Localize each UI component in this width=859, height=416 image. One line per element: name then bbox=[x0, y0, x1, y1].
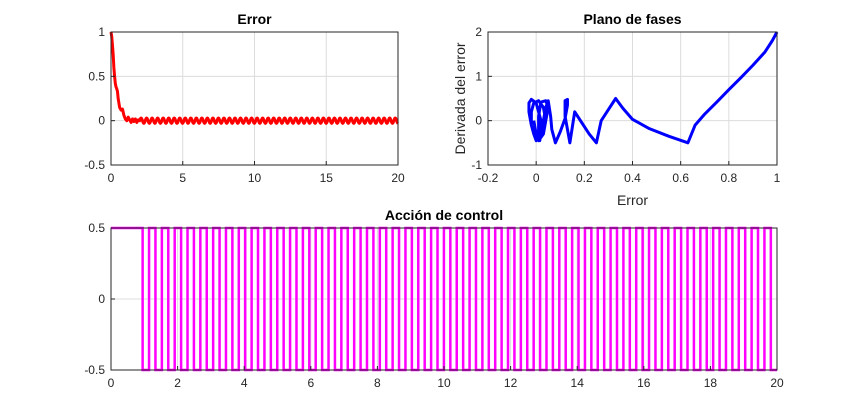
phase-plot: -0.2 0 0.2 0.4 0.6 0.8 1 2 1 0 -1 Plano de fases E… bbox=[452, 11, 781, 208]
phase-plot-ticks: -0.2 0 0.2 0.4 0.6 0.8 1 2 1 0 -1 bbox=[471, 25, 780, 185]
control-plot-ytick-label: 0.5 bbox=[88, 221, 105, 235]
error-plot-xtick-label: 5 bbox=[179, 171, 186, 185]
control-plot-xtick-label: 4 bbox=[241, 376, 248, 390]
control-plot-xtick-label: 20 bbox=[770, 376, 784, 390]
error-plot-line bbox=[109, 31, 400, 125]
control-plot-xtick-label: 10 bbox=[437, 376, 451, 390]
phase-plot-xtick-label: 1 bbox=[774, 171, 781, 185]
control-plot-xtick-label: 14 bbox=[571, 376, 585, 390]
phase-plot-title: Plano de fases bbox=[583, 11, 681, 27]
phase-plot-ylabel: Derivada del error bbox=[452, 42, 468, 154]
phase-plot-xtick-label: 0.8 bbox=[720, 171, 737, 185]
control-plot-xtick-label: 8 bbox=[374, 376, 381, 390]
error-plot-xtick-label: 20 bbox=[391, 171, 405, 185]
phase-plot-ytick-label: 2 bbox=[475, 25, 482, 39]
phase-plot-xtick-label: -0.2 bbox=[478, 171, 499, 185]
error-plot-xtick-label: 15 bbox=[320, 171, 334, 185]
control-plot-ytick-label: 0 bbox=[98, 292, 105, 306]
phase-plot-xtick-label: 0 bbox=[533, 171, 540, 185]
error-plot-ytick-label: 0.5 bbox=[88, 69, 105, 83]
phase-plot-ytick-label: -1 bbox=[471, 158, 482, 172]
control-plot-xtick-label: 12 bbox=[504, 376, 518, 390]
phase-plot-ytick-label: 0 bbox=[475, 114, 482, 128]
error-plot-title: Error bbox=[237, 11, 272, 27]
error-plot-ytick-label: 0 bbox=[98, 114, 105, 128]
error-plot-ytick-label: 1 bbox=[98, 25, 105, 39]
control-plot-xtick-label: 0 bbox=[108, 376, 115, 390]
error-plot-xtick-label: 10 bbox=[248, 171, 262, 185]
phase-plot-xtick-label: 0.4 bbox=[624, 171, 641, 185]
control-plot: 0 2 4 6 8 10 12 14 16 18 200.50-0.5 Acción de cont… bbox=[84, 207, 784, 390]
error-plot-xtick-label: 0 bbox=[108, 171, 115, 185]
control-plot-xtick-label: 18 bbox=[704, 376, 718, 390]
control-plot-ytick-label: -0.5 bbox=[84, 363, 105, 377]
control-plot-xtick-label: 2 bbox=[174, 376, 181, 390]
phase-plot-xlabel: Error bbox=[617, 192, 648, 208]
phase-plot-line bbox=[527, 31, 779, 145]
phase-plot-xtick-label: 0.6 bbox=[672, 171, 689, 185]
phase-plot-ytick-label: 1 bbox=[475, 69, 482, 83]
control-plot-xtick-label: 16 bbox=[637, 376, 651, 390]
error-plot-ytick-label: -0.5 bbox=[84, 158, 105, 172]
control-plot-line bbox=[111, 226, 777, 372]
phase-plot-xtick-label: 0.2 bbox=[576, 171, 593, 185]
control-plot-title: Acción de control bbox=[385, 207, 503, 223]
control-plot-ticks: 0 2 4 6 8 10 12 14 16 18 200.50-0.5 bbox=[84, 221, 784, 390]
control-plot-xtick-label: 6 bbox=[307, 376, 314, 390]
